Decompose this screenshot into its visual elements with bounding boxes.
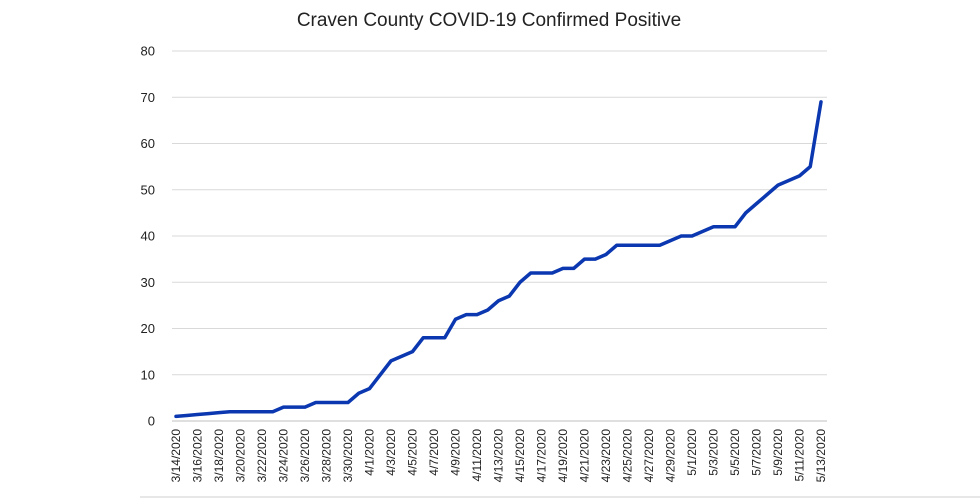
x-tick-label: 4/9/2020 xyxy=(449,429,463,476)
gridlines xyxy=(172,50,827,422)
x-tick-label: 3/26/2020 xyxy=(298,429,312,483)
x-tick-label: 4/1/2020 xyxy=(363,429,377,476)
series-layer xyxy=(174,100,823,419)
x-tick-label: 3/14/2020 xyxy=(169,429,183,483)
x-tick-label: 3/18/2020 xyxy=(212,429,226,483)
x-tick-label: 4/21/2020 xyxy=(578,429,592,483)
x-tick-label: 4/27/2020 xyxy=(642,429,656,483)
x-tick-label: 4/7/2020 xyxy=(427,429,441,476)
x-tick-label: 3/28/2020 xyxy=(320,429,334,483)
y-tick-label: 0 xyxy=(148,414,155,429)
y-tick-label: 20 xyxy=(141,321,155,336)
x-tick-label: 5/5/2020 xyxy=(728,429,742,476)
y-axis-ticks: 0 10 20 30 40 50 60 70 80 xyxy=(141,44,155,429)
x-tick-label: 4/19/2020 xyxy=(556,429,570,483)
y-tick-label: 50 xyxy=(141,182,155,197)
y-tick-label: 40 xyxy=(141,229,155,244)
x-tick-label: 5/3/2020 xyxy=(707,429,721,476)
series-line xyxy=(174,100,823,419)
x-tick-label: 3/24/2020 xyxy=(277,429,291,483)
x-axis-ticks: 3/14/2020 3/16/2020 3/18/2020 3/20/2020 3/22… xyxy=(169,429,828,483)
y-tick-label: 10 xyxy=(141,367,155,382)
y-tick-label: 60 xyxy=(141,136,155,151)
x-tick-label: 5/1/2020 xyxy=(685,429,699,476)
x-tick-label: 4/29/2020 xyxy=(664,429,678,483)
x-tick-label: 3/22/2020 xyxy=(255,429,269,483)
chart-title: Craven County COVID-19 Confirmed Positiv… xyxy=(297,10,681,31)
x-tick-label: 5/11/2020 xyxy=(793,429,807,482)
x-tick-label: 3/20/2020 xyxy=(234,429,248,483)
y-tick-label: 30 xyxy=(141,275,155,290)
x-tick-label: 5/7/2020 xyxy=(750,429,764,476)
x-tick-label: 4/25/2020 xyxy=(621,429,635,483)
x-tick-label: 4/5/2020 xyxy=(406,429,420,476)
x-tick-label: 5/13/2020 xyxy=(814,429,828,483)
x-tick-label: 4/23/2020 xyxy=(599,429,613,483)
x-tick-label: 3/16/2020 xyxy=(191,429,205,483)
x-tick-label: 4/13/2020 xyxy=(492,429,506,483)
x-tick-label: 3/30/2020 xyxy=(341,429,355,483)
y-tick-label: 80 xyxy=(141,44,155,59)
x-tick-label: 4/11/2020 xyxy=(470,429,484,482)
x-tick-label: 4/3/2020 xyxy=(384,429,398,476)
y-tick-label: 70 xyxy=(141,90,155,105)
x-tick-label: 5/9/2020 xyxy=(771,429,785,476)
x-tick-label: 4/17/2020 xyxy=(535,429,549,483)
x-tick-label: 4/15/2020 xyxy=(513,429,527,483)
